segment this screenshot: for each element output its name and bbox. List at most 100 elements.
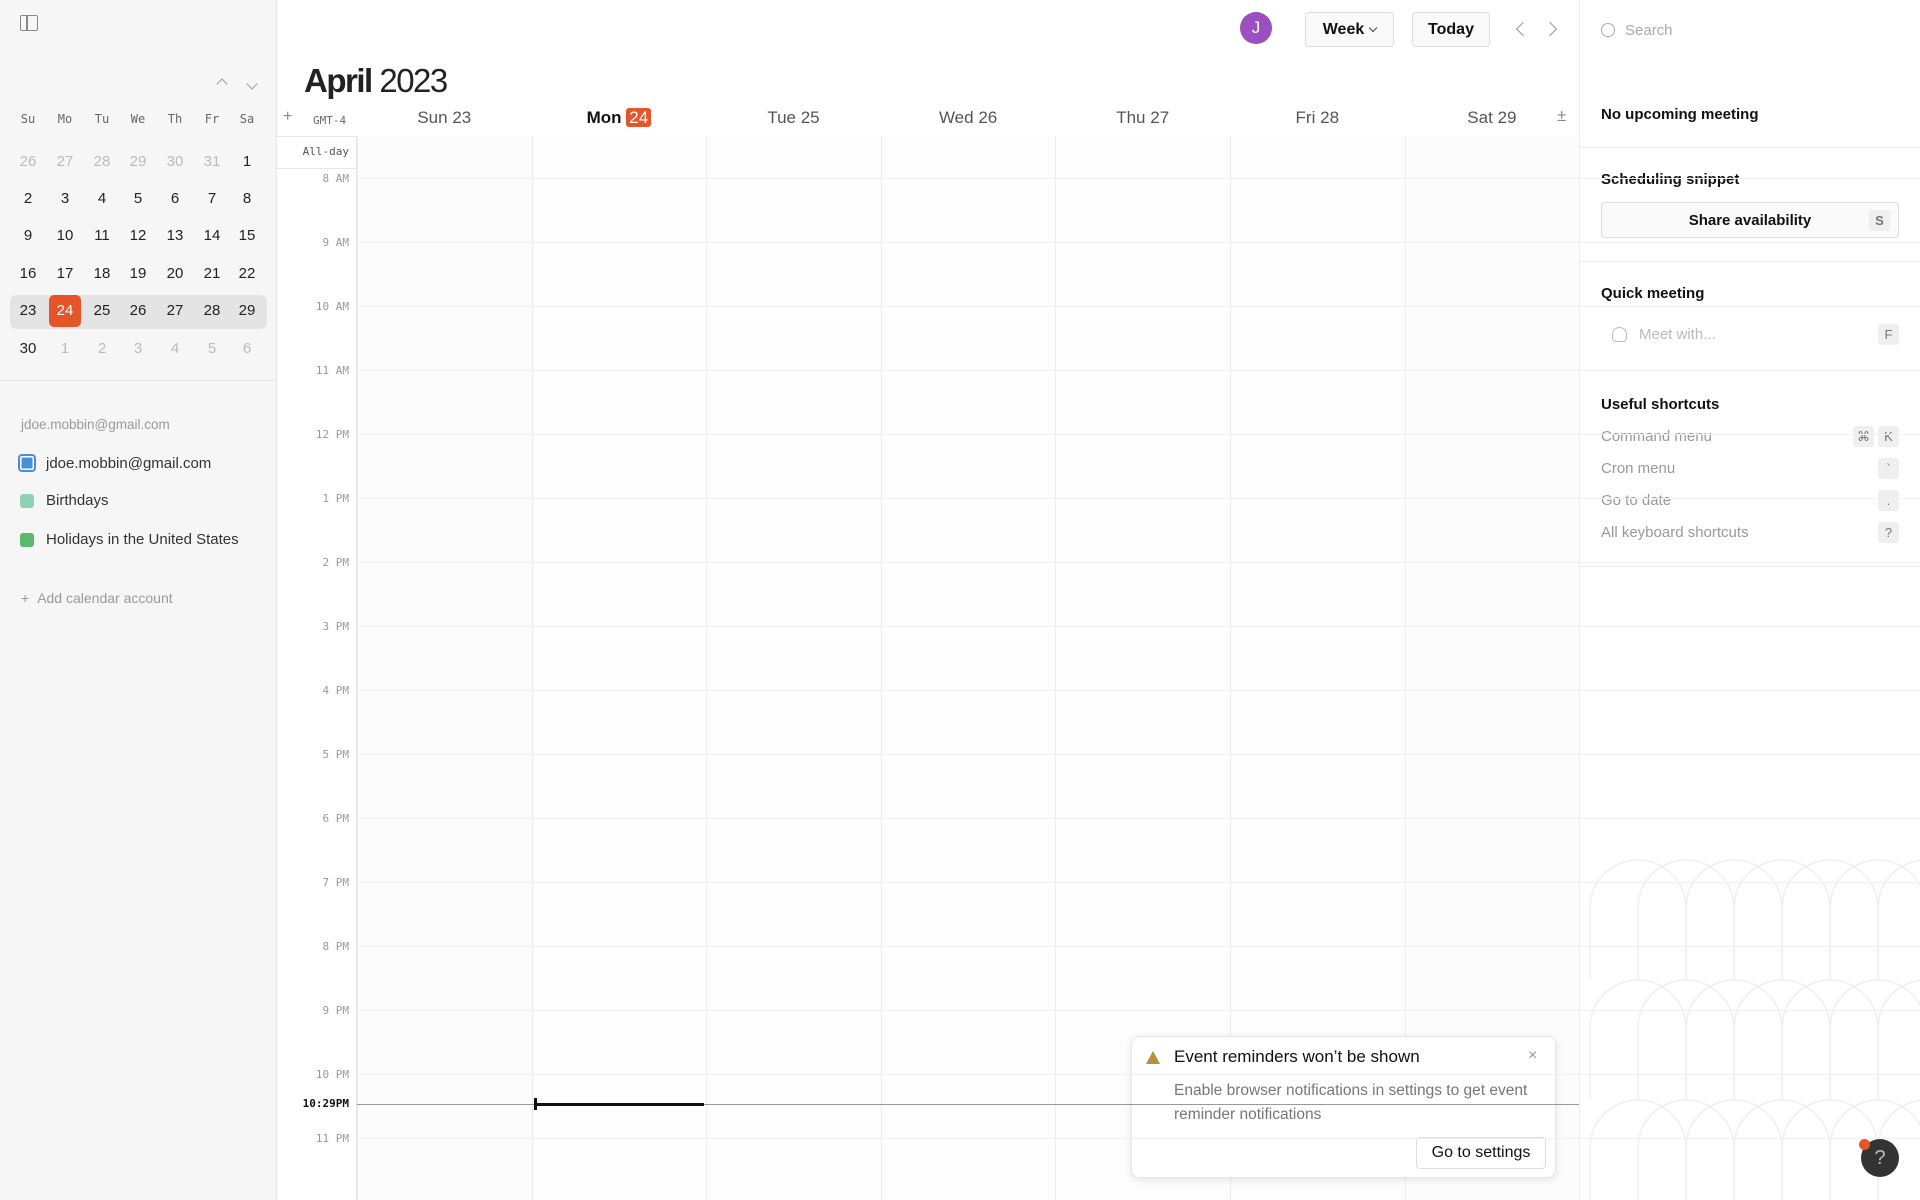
mini-calendar-day[interactable]: 13	[166, 227, 184, 244]
decorative-pattern	[1589, 859, 1920, 1200]
expand-icon[interactable]: ±	[1557, 106, 1567, 125]
avatar[interactable]: J	[1240, 12, 1272, 44]
mini-calendar-day[interactable]: 4	[97, 190, 107, 207]
view-select[interactable]: Week	[1305, 12, 1394, 47]
mini-calendar-day[interactable]: 11	[94, 227, 110, 244]
mini-calendar-day[interactable]: 26	[129, 302, 147, 319]
mini-calendar-day[interactable]: 24	[49, 295, 81, 327]
title-month: April	[304, 62, 373, 99]
checkbox-icon[interactable]	[18, 454, 36, 472]
plus-icon: +	[21, 590, 30, 606]
pattern-arch	[1781, 979, 1879, 1100]
day-header[interactable]: Sun 23	[357, 106, 532, 130]
sidebar-toggle-icon[interactable]	[20, 15, 38, 31]
mini-calendar-day[interactable]: 28	[93, 153, 111, 170]
mini-calendar-day[interactable]: 12	[129, 227, 147, 244]
mini-calendar-day[interactable]: 18	[93, 265, 111, 282]
mini-calendar-day[interactable]: 5	[207, 340, 217, 357]
day-column[interactable]	[706, 136, 881, 1200]
mini-calendar-day[interactable]: 2	[97, 340, 107, 357]
mini-calendar-day[interactable]: 6	[242, 340, 252, 357]
mini-calendar-day[interactable]: 31	[203, 153, 221, 170]
close-icon[interactable]: ×	[1528, 1047, 1538, 1064]
hour-label: 12 PM	[315, 427, 349, 441]
mini-calendar-day[interactable]: 10	[56, 227, 74, 244]
day-column[interactable]	[357, 136, 532, 1200]
hour-line	[357, 177, 1920, 179]
next-week-icon[interactable]	[1542, 21, 1558, 37]
day-name: Thu	[1116, 108, 1146, 127]
calendar-item-birthdays[interactable]: Birthdays	[18, 492, 109, 509]
current-time-indicator	[534, 1102, 704, 1106]
meet-with-input[interactable]: Meet with... F	[1612, 322, 1899, 346]
mini-calendar-day[interactable]: 29	[238, 302, 256, 319]
today-button[interactable]: Today	[1412, 12, 1490, 47]
mini-calendar-day[interactable]: 3	[133, 340, 143, 357]
day-column[interactable]	[1230, 136, 1405, 1200]
chevron-down-icon	[1369, 23, 1378, 32]
mini-calendar-day[interactable]: 30	[19, 340, 37, 357]
go-to-settings-button[interactable]: Go to settings	[1416, 1137, 1546, 1169]
shortcut-row[interactable]: Command menu ⌘ K	[1601, 426, 1899, 447]
mini-calendar-day[interactable]: 28	[203, 302, 221, 319]
useful-shortcuts-title: Useful shortcuts	[1601, 396, 1720, 413]
today-badge: 24	[626, 108, 652, 127]
prev-month-chevron-icon[interactable]	[216, 78, 228, 90]
day-column[interactable]	[880, 136, 1056, 1200]
notification-dot	[1859, 1139, 1870, 1150]
mini-calendar-day[interactable]: 1	[60, 340, 70, 357]
day-header[interactable]: Thu 27	[1055, 106, 1230, 130]
calendar-item-holidays[interactable]: Holidays in the United States	[18, 531, 239, 548]
day-header[interactable]: Tue 25	[706, 106, 881, 130]
mini-calendar-day[interactable]: 1	[242, 153, 252, 170]
mini-calendar-day[interactable]: 14	[203, 227, 221, 244]
day-name: Mon	[586, 108, 622, 127]
mini-calendar-day[interactable]: 5	[133, 190, 143, 207]
mini-calendar-day[interactable]: 2	[23, 190, 33, 207]
mini-calendar-day[interactable]: 21	[203, 265, 221, 282]
hour-label: 3 PM	[322, 619, 350, 633]
mini-calendar-day[interactable]: 29	[129, 153, 147, 170]
day-header[interactable]: Mon 24	[532, 106, 707, 130]
mini-calendar-day[interactable]: 16	[19, 265, 37, 282]
calendar-item-account[interactable]: jdoe.mobbin@gmail.com	[18, 454, 211, 472]
day-column[interactable]	[1055, 136, 1230, 1200]
shortcut-row[interactable]: Cron menu `	[1601, 458, 1899, 479]
mini-calendar-day[interactable]: 19	[129, 265, 147, 282]
page-title: April 2023	[304, 62, 448, 100]
pattern-arch	[1877, 859, 1920, 980]
mini-calendar-day[interactable]: 17	[56, 265, 74, 282]
mini-calendar-day[interactable]: 15	[238, 227, 256, 244]
mini-calendar-day[interactable]: 7	[207, 190, 217, 207]
mini-calendar-day[interactable]: 3	[60, 190, 70, 207]
prev-week-icon[interactable]	[1515, 21, 1531, 37]
search-input[interactable]: Search	[1601, 18, 1901, 42]
day-header[interactable]: Wed 26	[881, 106, 1056, 130]
hour-label: 4 PM	[322, 683, 350, 697]
shortcut-row[interactable]: All keyboard shortcuts?	[1601, 522, 1899, 543]
mini-calendar-day[interactable]: 27	[166, 302, 184, 319]
mini-calendar-day[interactable]: 4	[170, 340, 180, 357]
mini-calendar-day[interactable]: 23	[19, 302, 37, 319]
mini-calendar-day[interactable]: 27	[56, 153, 74, 170]
mini-calendar-day[interactable]: 30	[166, 153, 184, 170]
mini-calendar-day[interactable]: 8	[242, 190, 252, 207]
add-calendar-account-button[interactable]: + Add calendar account	[21, 590, 173, 606]
day-header[interactable]: Sat 29	[1405, 106, 1580, 130]
day-column[interactable]	[1404, 136, 1580, 1200]
add-event-icon[interactable]: +	[283, 108, 293, 125]
mini-calendar-day[interactable]: 6	[170, 190, 180, 207]
day-header[interactable]: Fri 28	[1230, 106, 1405, 130]
day-num: 27	[1150, 108, 1170, 127]
day-column[interactable]	[531, 136, 707, 1200]
timezone-label: GMT-4	[313, 114, 347, 127]
mini-calendar-day[interactable]: 22	[238, 265, 256, 282]
mini-calendar-day[interactable]: 26	[19, 153, 37, 170]
mini-calendar-day[interactable]: 25	[93, 302, 111, 319]
mini-calendar-day[interactable]: 20	[166, 265, 184, 282]
next-month-chevron-icon[interactable]	[246, 78, 258, 90]
day-name: Tue	[767, 108, 796, 127]
shortcut-row[interactable]: Go to date.	[1601, 490, 1899, 511]
mini-calendar-day[interactable]: 9	[23, 227, 33, 244]
share-availability-button[interactable]: Share availability S	[1601, 202, 1899, 238]
